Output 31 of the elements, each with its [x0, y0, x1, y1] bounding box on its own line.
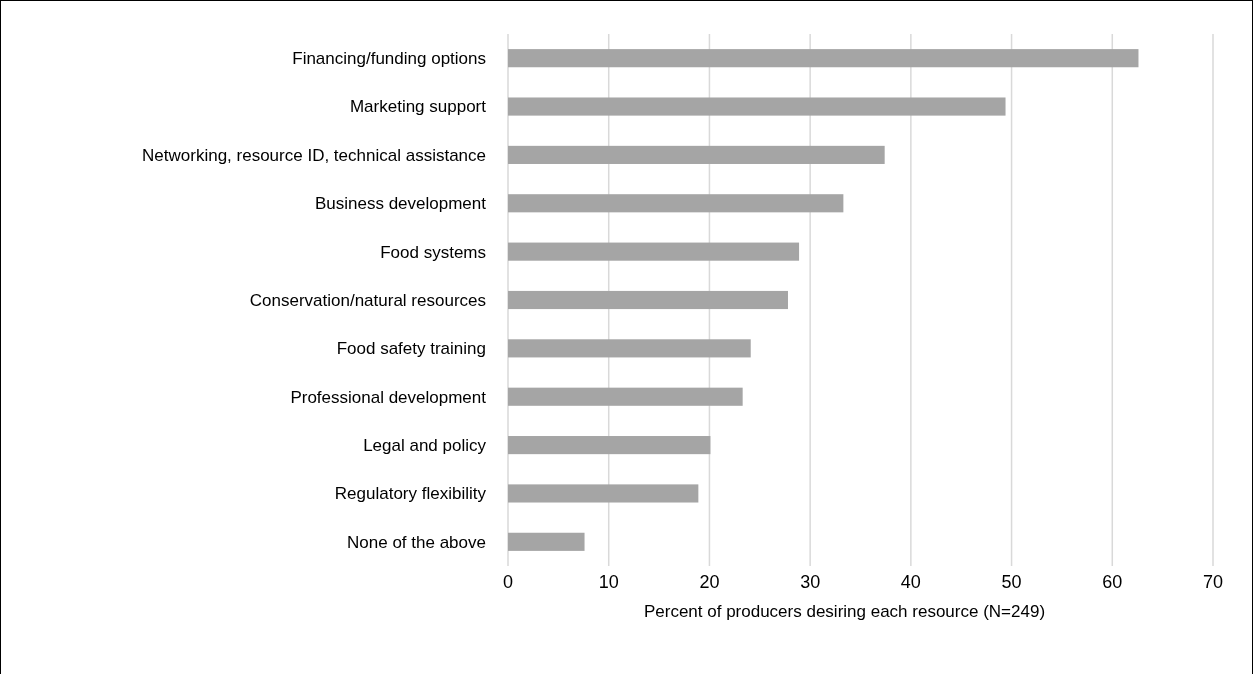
x-tick-label: 40 [900, 572, 921, 592]
x-tick-label: 0 [502, 572, 514, 592]
bar [508, 339, 751, 358]
x-tick-label: 60 [1102, 572, 1123, 592]
bar [508, 194, 844, 213]
x-tick-label: 30 [800, 572, 821, 592]
y-tick-label: Networking, resource ID, technical assistance [142, 145, 486, 165]
bar [508, 484, 699, 503]
y-tick-label: Business development [314, 194, 487, 214]
y-tick-label: None of the above [347, 532, 486, 552]
bar [508, 387, 743, 406]
y-tick-label: Regulatory flexibility [334, 484, 487, 504]
y-tick-label: Financing/funding options [292, 49, 486, 69]
bar [508, 49, 1139, 68]
y-tick-label: Conservation/natural resources [249, 290, 486, 310]
x-tick-label: 70 [1202, 572, 1224, 592]
y-tick-label: Food systems [380, 242, 486, 262]
bar [508, 532, 585, 551]
y-tick-label: Professional development [290, 387, 487, 407]
bar [508, 242, 800, 261]
bar [508, 290, 788, 310]
x-tick-label: 20 [699, 572, 720, 592]
bar [508, 436, 711, 455]
bar [508, 97, 1006, 116]
bar [508, 145, 885, 164]
y-tick-label: Marketing support [349, 97, 487, 117]
x-tick-label: 10 [598, 572, 619, 592]
x-tick-label: 50 [1001, 572, 1022, 592]
y-tick-label: Legal and policy [363, 436, 487, 456]
y-tick-label: Food safety training [336, 339, 486, 359]
x-axis-title: Percent of producers desiring each resource (N=249) [643, 602, 1046, 621]
